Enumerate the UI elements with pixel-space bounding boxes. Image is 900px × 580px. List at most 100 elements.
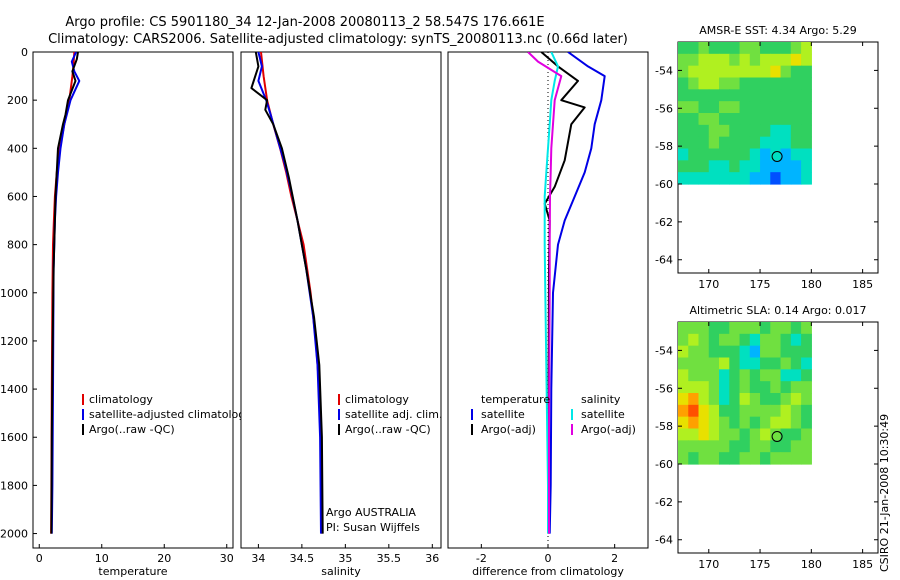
heatmap-cell: [749, 416, 761, 430]
heatmap-cell: [780, 345, 792, 359]
y-tick-label: 1800: [0, 479, 28, 492]
heatmap-cell: [790, 452, 802, 465]
heatmap-cell: [760, 381, 771, 394]
x-tick-label: 185: [852, 278, 873, 291]
x-tick-label: 2: [611, 552, 618, 565]
heatmap-cell: [698, 381, 710, 394]
heatmap-cell: [688, 369, 700, 382]
heatmap-cell: [708, 42, 720, 55]
heatmap-cell: [678, 172, 689, 185]
heatmap-cell: [708, 124, 720, 138]
heatmap-cell: [719, 148, 730, 161]
heatmap-cell: [770, 65, 782, 79]
legend-entry-label: satellite adj. clim.: [345, 408, 442, 421]
heatmap-cell: [729, 89, 741, 102]
heatmap-cell: [688, 160, 700, 173]
legend-column-header: salinity: [581, 393, 621, 406]
heatmap-cell: [678, 160, 689, 173]
heatmap-cell: [678, 416, 689, 430]
heatmap-cell: [739, 65, 751, 79]
heatmap-cell: [801, 440, 812, 453]
heatmap-cell: [688, 124, 700, 138]
heatmap-cell: [801, 65, 812, 79]
heatmap-cell: [790, 381, 802, 394]
heatmap-cell: [780, 89, 792, 102]
heatmap-cell: [719, 416, 730, 430]
heatmap-cell: [770, 369, 782, 382]
heatmap-cell: [688, 101, 700, 114]
heatmap-cell: [760, 393, 771, 406]
heatmap-cell: [760, 428, 771, 441]
heatmap-cell: [780, 404, 792, 418]
heatmap-cell: [729, 160, 741, 173]
heatmap-cell: [770, 124, 782, 138]
heatmap-cell: [801, 333, 812, 347]
heatmap-cell: [760, 53, 771, 67]
heatmap-cell: [678, 124, 689, 138]
heatmap-cell: [698, 77, 710, 90]
heatmap-cell: [688, 65, 700, 79]
heatmap-cell: [678, 404, 689, 418]
panel-frame: [240, 51, 442, 549]
x-tick-label: -2: [476, 552, 487, 565]
heatmap-cell: [708, 393, 720, 406]
heatmap-cell: [688, 416, 700, 430]
x-tick-label: 20: [157, 552, 171, 565]
heatmap-cell: [698, 345, 710, 359]
heatmap-cell: [729, 440, 741, 453]
heatmap-cell: [678, 345, 689, 359]
heatmap-cell: [770, 77, 782, 90]
heatmap-cell: [719, 124, 730, 138]
x-tick-label: 34.5: [290, 552, 315, 565]
heatmap-cell: [760, 160, 771, 173]
heatmap-cell: [739, 101, 751, 114]
heatmap-cell: [780, 136, 792, 150]
heatmap-cell: [739, 428, 751, 441]
heatmap-cell: [698, 369, 710, 382]
series-line-satellite: [548, 52, 606, 534]
y-tick-label: -58: [655, 420, 673, 433]
y-tick-label: 2000: [0, 528, 28, 541]
heatmap-cell: [790, 393, 802, 406]
legend-entry-label: Argo(-adj): [481, 423, 536, 436]
heatmap-cell: [749, 333, 761, 347]
heatmap-cell: [688, 89, 700, 102]
figure-title-line-2: Climatology: CARS2006. Satellite-adjuste…: [48, 32, 628, 47]
heatmap-cell: [698, 113, 710, 126]
heatmap-cell: [678, 101, 689, 114]
y-tick-label: 400: [7, 142, 28, 155]
heatmap-cell: [749, 113, 761, 126]
heatmap-cell: [801, 124, 812, 138]
heatmap-cell: [678, 322, 689, 335]
heatmap-cell: [678, 452, 689, 465]
heatmap-cell: [790, 322, 802, 335]
heatmap-cell: [801, 42, 812, 55]
heatmap-cell: [688, 113, 700, 126]
heatmap-cell: [708, 160, 720, 173]
x-tick-label: 10: [95, 552, 109, 565]
heatmap-cell: [678, 113, 689, 126]
heatmap-cell: [688, 428, 700, 441]
heatmap-cell: [719, 452, 730, 465]
y-tick-label: 600: [7, 190, 28, 203]
heatmap-cell: [749, 89, 761, 102]
x-axis-label: salinity: [321, 565, 361, 578]
heatmap-cell: [698, 440, 710, 453]
heatmap-cell: [780, 322, 792, 335]
heatmap-cell: [698, 42, 710, 55]
heatmap-cell: [749, 160, 761, 173]
y-tick-label: -54: [655, 64, 673, 77]
heatmap-cell: [719, 440, 730, 453]
heatmap-cell: [801, 172, 812, 185]
heatmap-cell: [678, 381, 689, 394]
y-tick-label: 1200: [0, 335, 28, 348]
heatmap-cell: [729, 369, 741, 382]
heatmap-cell: [688, 404, 700, 418]
heatmap-cell: [749, 101, 761, 114]
y-tick-label: 1400: [0, 383, 28, 396]
heatmap-cell: [719, 322, 730, 335]
heatmap-cell: [790, 160, 802, 173]
heatmap-cell: [678, 53, 689, 67]
y-tick-label: -58: [655, 140, 673, 153]
heatmap-cell: [780, 113, 792, 126]
